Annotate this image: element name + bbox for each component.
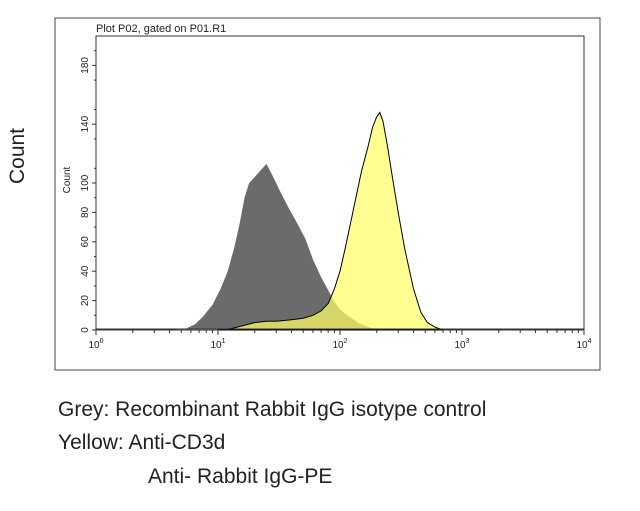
legend-yellow-secondary: Anti- Rabbit IgG-PE (148, 465, 333, 488)
y-tick-label: 180 (80, 57, 91, 74)
x-tick-base: 10 (332, 340, 344, 351)
y-tick-label: 0 (80, 327, 91, 333)
x-tick-label: 100 (88, 338, 103, 351)
y-tick-label: 60 (80, 236, 91, 248)
y-tick-label: 140 (80, 115, 91, 132)
chart-title: Plot P02, gated on P01.R1 (96, 23, 226, 35)
y-tick-label: 100 (80, 174, 91, 191)
x-tick-exponent: 1 (222, 338, 226, 345)
x-tick-exponent: 0 (100, 338, 104, 345)
x-tick-label: 104 (576, 338, 591, 351)
legend-grey: Grey: Recombinant Rabbit IgG isotype con… (58, 398, 487, 421)
x-tick-base: 10 (88, 340, 100, 351)
x-tick-exponent: 3 (466, 338, 470, 345)
grey-histogram-area (175, 163, 377, 330)
y-tick-label: 20 (80, 295, 91, 307)
y-tick-label: 80 (80, 206, 91, 218)
yellow-histogram-area (217, 111, 444, 331)
x-tick-base: 10 (210, 340, 222, 351)
x-tick-base: 10 (576, 340, 588, 351)
x-tick-label: 102 (332, 338, 347, 351)
series-layer (96, 111, 584, 331)
x-tick-base: 10 (454, 340, 466, 351)
x-tick-label: 101 (210, 338, 225, 351)
histogram-chart: Plot P02, gated on P01.R1 02040608010014… (54, 17, 601, 371)
x-tick-exponent: 2 (344, 338, 348, 345)
x-tick-exponent: 4 (588, 338, 592, 345)
inner-y-axis-label: Count (62, 166, 73, 193)
legend-yellow: Yellow: Anti-CD3d (58, 431, 226, 454)
y-tick-label: 40 (80, 265, 91, 277)
x-tick-label: 103 (454, 338, 469, 351)
